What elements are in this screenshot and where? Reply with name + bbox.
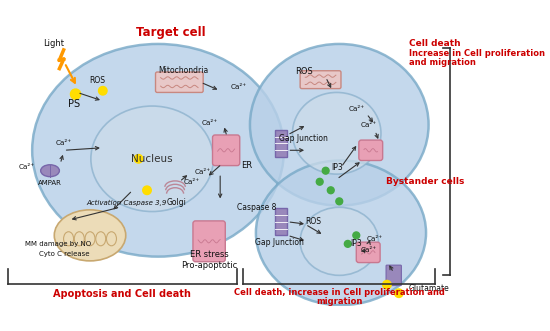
Circle shape <box>394 289 403 298</box>
Text: Glutamate: Glutamate <box>409 284 450 293</box>
Text: Apoptosis and Cell death: Apoptosis and Cell death <box>53 289 191 299</box>
FancyBboxPatch shape <box>156 72 203 92</box>
FancyBboxPatch shape <box>386 265 402 286</box>
Text: Target cell: Target cell <box>136 26 206 39</box>
Text: ROS: ROS <box>305 217 321 226</box>
Bar <box>276 130 288 157</box>
Text: Gap Junction: Gap Junction <box>279 134 328 143</box>
Ellipse shape <box>54 210 126 261</box>
Text: MM damage by NO: MM damage by NO <box>25 241 92 247</box>
Circle shape <box>322 167 329 174</box>
Text: IP3: IP3 <box>331 163 343 172</box>
Text: Caspase 8: Caspase 8 <box>237 203 277 212</box>
Ellipse shape <box>64 232 74 246</box>
Text: Ca²⁺: Ca²⁺ <box>195 168 211 174</box>
Text: and migration: and migration <box>409 58 476 67</box>
Text: Activation Caspase 3,9: Activation Caspase 3,9 <box>86 200 167 206</box>
Text: Increase in Cell proliferation: Increase in Cell proliferation <box>409 49 545 58</box>
Circle shape <box>70 89 81 99</box>
FancyBboxPatch shape <box>193 221 225 262</box>
Ellipse shape <box>293 92 381 174</box>
Text: Gap Junction: Gap Junction <box>255 238 304 247</box>
Circle shape <box>327 187 334 194</box>
Circle shape <box>316 178 323 185</box>
Text: Ca²⁺: Ca²⁺ <box>202 120 218 126</box>
Ellipse shape <box>74 232 84 246</box>
Ellipse shape <box>41 165 59 177</box>
Circle shape <box>336 198 343 205</box>
Circle shape <box>353 232 360 239</box>
Text: Ca²⁺: Ca²⁺ <box>360 122 376 128</box>
Ellipse shape <box>85 232 95 246</box>
Text: Mitochondria: Mitochondria <box>158 66 208 75</box>
Text: Cell death: Cell death <box>409 39 461 48</box>
Text: Ca²⁺: Ca²⁺ <box>367 236 383 242</box>
Text: migration: migration <box>316 297 362 306</box>
Text: Pro-apoptotic: Pro-apoptotic <box>181 260 237 270</box>
Text: ROS: ROS <box>295 67 312 76</box>
Text: Ca²⁺: Ca²⁺ <box>184 179 200 185</box>
FancyBboxPatch shape <box>356 242 380 262</box>
Ellipse shape <box>32 44 284 257</box>
FancyBboxPatch shape <box>300 71 341 89</box>
Circle shape <box>134 155 143 163</box>
Bar <box>276 208 288 235</box>
Text: ER: ER <box>241 161 252 170</box>
Text: IP3: IP3 <box>350 239 362 248</box>
Ellipse shape <box>250 44 428 206</box>
FancyBboxPatch shape <box>212 135 240 166</box>
Circle shape <box>143 186 151 195</box>
Text: ER stress: ER stress <box>190 250 228 259</box>
Text: Ca²⁺: Ca²⁺ <box>348 107 364 113</box>
Text: Golgi: Golgi <box>167 198 187 207</box>
Circle shape <box>344 240 351 247</box>
Text: Nucleus: Nucleus <box>131 154 173 164</box>
Circle shape <box>383 280 391 289</box>
Text: Ca²⁺: Ca²⁺ <box>230 84 246 90</box>
Text: Cell death, increase in Cell proliferation and: Cell death, increase in Cell proliferati… <box>234 288 445 297</box>
Circle shape <box>98 86 107 95</box>
Ellipse shape <box>107 232 117 246</box>
Text: Cyto C release: Cyto C release <box>39 251 90 257</box>
Text: Bystander cells: Bystander cells <box>386 177 464 186</box>
Text: ROS: ROS <box>90 76 106 85</box>
Text: AMPAR: AMPAR <box>38 180 62 186</box>
Text: Ca²⁺: Ca²⁺ <box>19 164 35 170</box>
FancyBboxPatch shape <box>359 140 383 161</box>
Ellipse shape <box>96 232 106 246</box>
Text: Light: Light <box>43 39 64 48</box>
Text: Ca²⁺: Ca²⁺ <box>360 247 376 253</box>
Text: Ca²⁺: Ca²⁺ <box>56 140 72 147</box>
Ellipse shape <box>300 207 378 275</box>
Text: PS: PS <box>68 99 80 109</box>
Ellipse shape <box>256 161 426 305</box>
Ellipse shape <box>91 106 213 212</box>
